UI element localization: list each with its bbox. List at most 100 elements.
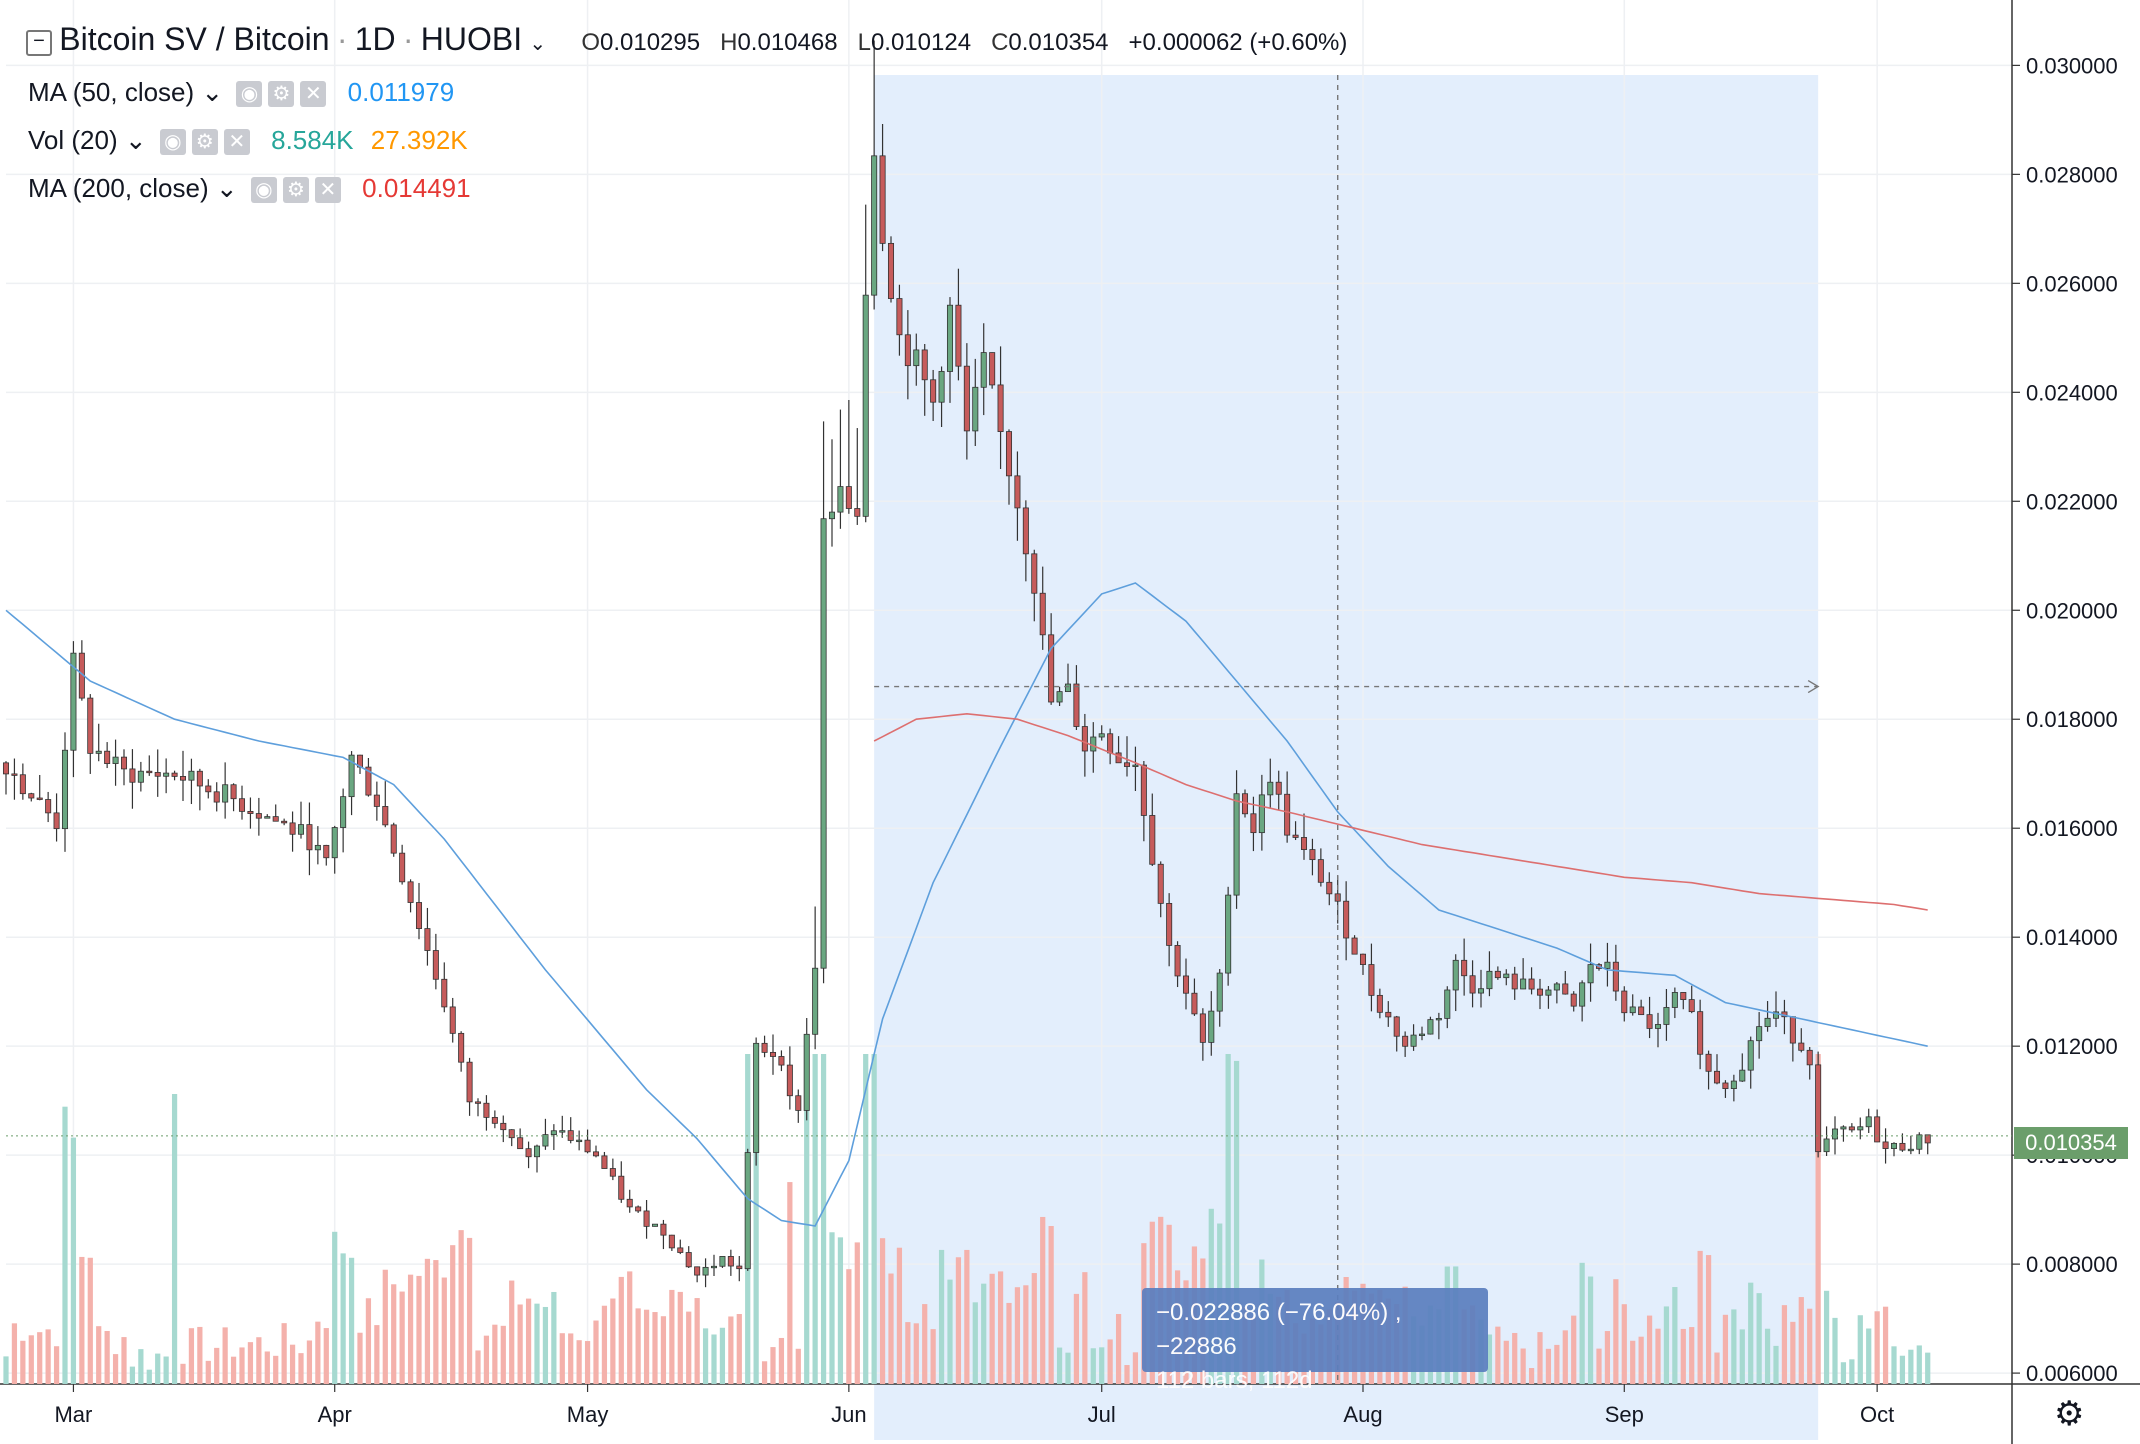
volume-bar — [888, 1273, 894, 1384]
volume-bar — [214, 1347, 220, 1384]
volume-bar — [997, 1271, 1004, 1384]
collapse-icon[interactable]: − — [26, 30, 52, 57]
eye-icon[interactable]: ◉ — [250, 177, 277, 204]
candle-body — [1857, 1126, 1864, 1131]
volume-bar — [104, 1330, 110, 1384]
indicator-ma50[interactable]: MA (50, close) ⌄ ◉ ⚙ ✕ 0.011979 — [28, 77, 455, 108]
y-tick-label: 0.026000 — [2026, 271, 2118, 296]
volume-bar — [820, 1054, 827, 1384]
gear-icon[interactable]: ⚙ — [282, 177, 309, 204]
gear-icon[interactable]: ⚙ — [2054, 1395, 2085, 1433]
volume-bar — [1807, 1308, 1813, 1384]
volume-bar — [1925, 1352, 1931, 1384]
candle-body — [1216, 972, 1223, 1012]
candle-body — [1840, 1126, 1847, 1130]
candle-body — [845, 486, 852, 509]
candle-body — [550, 1130, 557, 1136]
chart-header: − Bitcoin SV / Bitcoin · 1D · HUOBI ⌄ O0… — [26, 22, 1347, 61]
candle-body — [685, 1252, 692, 1268]
candle-body — [137, 770, 144, 783]
volume-bar — [1739, 1329, 1745, 1384]
candle-body — [609, 1168, 616, 1177]
candle-body — [1848, 1126, 1855, 1131]
volume-bar — [1857, 1315, 1863, 1384]
close-icon[interactable]: ✕ — [223, 129, 250, 156]
candle-body — [1831, 1128, 1839, 1140]
eye-icon[interactable]: ◉ — [159, 129, 186, 156]
ma50-line — [5, 582, 1928, 1227]
gear-icon[interactable]: ⚙ — [191, 129, 218, 156]
chevron-down-icon[interactable]: ⌄ — [529, 33, 547, 55]
candle-body — [222, 784, 229, 803]
volume-bar — [3, 1356, 9, 1384]
candle-body — [913, 349, 920, 367]
candle-body — [238, 798, 246, 812]
volume-bar — [180, 1363, 186, 1384]
volume-bar — [1520, 1348, 1526, 1384]
y-tick-label: 0.020000 — [2026, 598, 2118, 623]
candle-body — [1579, 982, 1586, 1007]
volume-bar — [542, 1306, 549, 1384]
indicator-ma200[interactable]: MA (200, close) ⌄ ◉ ⚙ ✕ 0.014491 — [28, 173, 471, 204]
volume-bar — [1756, 1293, 1762, 1384]
candle-body — [1191, 992, 1198, 1015]
candle-body — [247, 810, 254, 814]
measure-tooltip: −0.022886 (−76.04%) , −22886 112 bars, 1… — [1142, 1288, 1488, 1394]
candle-body — [196, 770, 203, 787]
volume-bar — [1503, 1340, 1509, 1384]
candle-body — [1815, 1064, 1822, 1153]
candle-body — [19, 774, 26, 795]
candle-body — [559, 1130, 566, 1133]
symbol-name[interactable]: Bitcoin SV / Bitcoin — [59, 21, 330, 57]
candle-body — [1671, 992, 1678, 1008]
volume-bar — [1528, 1368, 1535, 1384]
candle-body — [382, 806, 389, 826]
candle-body — [1604, 961, 1611, 969]
volume-bar — [28, 1335, 34, 1384]
volume-bar — [391, 1284, 397, 1384]
volume-bar — [1512, 1332, 1518, 1384]
close-icon[interactable]: ✕ — [300, 81, 327, 108]
exchange-label[interactable]: HUOBI — [420, 21, 523, 57]
last-price-tag: 0.010354 — [2014, 1127, 2128, 1159]
candle-body — [323, 844, 330, 859]
chevron-down-icon[interactable]: ⌄ — [201, 77, 224, 107]
candle-body — [163, 772, 170, 777]
volume-bar — [1132, 1352, 1139, 1384]
candle-body — [1250, 813, 1257, 834]
chevron-down-icon[interactable]: ⌄ — [124, 125, 147, 155]
candle-body — [879, 155, 886, 244]
volume-bar — [1107, 1339, 1113, 1384]
volume-bar — [357, 1332, 363, 1384]
volume-bar — [1781, 1305, 1788, 1384]
volume-bar — [1090, 1348, 1096, 1384]
candle-body — [1309, 849, 1316, 861]
volume-bar — [1832, 1317, 1838, 1384]
chevron-down-icon[interactable]: ⌄ — [215, 173, 238, 203]
interval-label[interactable]: 1D — [354, 21, 396, 57]
close-icon[interactable]: ✕ — [314, 177, 341, 204]
eye-icon[interactable]: ◉ — [236, 81, 263, 108]
indicator-volume[interactable]: Vol (20) ⌄ ◉ ⚙ ✕ 8.584K 27.392K — [28, 125, 468, 156]
candle-body — [1376, 994, 1383, 1013]
candle-body — [702, 1266, 709, 1276]
volume-bar — [1840, 1362, 1847, 1384]
candle-body — [980, 352, 987, 388]
x-tick-label: Aug — [1343, 1402, 1382, 1427]
volume-bar — [1099, 1347, 1105, 1384]
volume-bar — [62, 1106, 68, 1384]
volume-bar — [492, 1324, 498, 1384]
gear-icon[interactable]: ⚙ — [268, 81, 295, 108]
volume-bar — [517, 1304, 523, 1384]
candle-body — [205, 785, 212, 793]
candle-body — [466, 1061, 473, 1103]
candle-body — [1233, 793, 1240, 896]
y-tick-label: 0.006000 — [2026, 1361, 2118, 1386]
volume-bar — [222, 1327, 228, 1384]
volume-bar — [306, 1340, 313, 1384]
volume-bar — [239, 1347, 245, 1384]
candle-body — [1511, 973, 1518, 990]
candle-body — [1612, 961, 1619, 992]
volume-bar — [922, 1304, 928, 1384]
